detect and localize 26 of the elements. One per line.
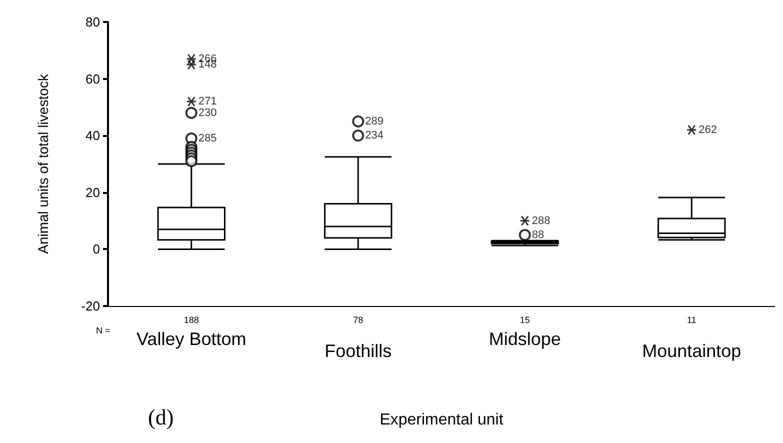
text: N = [96, 326, 110, 336]
annotation: 88 [532, 229, 544, 241]
annotation: 289 [365, 115, 384, 128]
y-tick-label: 60 [86, 71, 100, 86]
text: 11 [686, 315, 696, 325]
annotation: 271 [198, 96, 217, 108]
y-tick-label: 80 [86, 14, 100, 30]
x-tick-label: Valley Bottom [136, 329, 246, 349]
x-tick-label: Mountaintop [642, 341, 742, 361]
text: 15 [520, 315, 530, 325]
annotation: 234 [365, 130, 384, 142]
x-tick-label: Midslope [488, 329, 561, 349]
text: 78 [353, 315, 364, 325]
x-tick-label: Foothills [324, 341, 392, 361]
x-axis-title: Experimental unit [380, 412, 504, 428]
annotation: 288 [532, 214, 550, 227]
y-tick-label: 40 [86, 128, 100, 144]
text: (d) [148, 404, 174, 430]
annotation: 285 [198, 132, 217, 144]
y-tick-label: 0 [92, 242, 100, 257]
y-axis-title: Animal units of total livestock [35, 73, 51, 254]
y-tick-label: 20 [86, 184, 100, 200]
annotation: 262 [698, 124, 717, 136]
text: 188 [184, 315, 199, 325]
annotation: 230 [198, 106, 217, 119]
y-tick-label: -20 [81, 298, 100, 314]
